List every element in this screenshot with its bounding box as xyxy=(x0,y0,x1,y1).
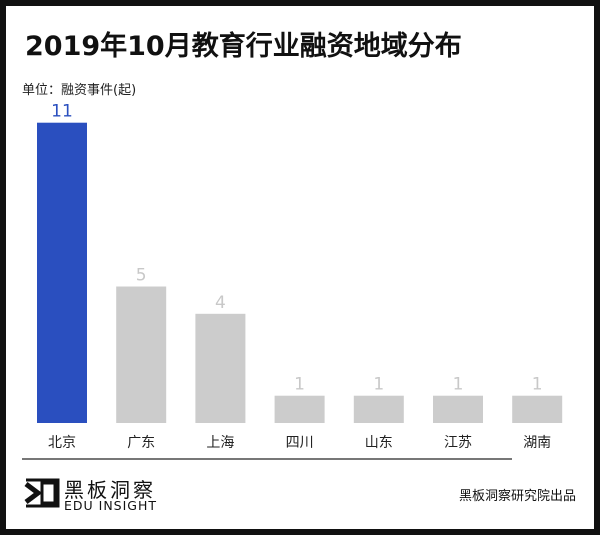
data-label-0: 11 xyxy=(51,102,73,122)
logo-text-cn: 黑板洞察 xyxy=(64,478,156,502)
category-label-4: 山东 xyxy=(365,435,393,451)
edu-insight-logo-icon xyxy=(24,478,60,508)
data-label-4: 1 xyxy=(373,375,384,395)
bar-3 xyxy=(274,395,325,423)
category-label-6: 湖南 xyxy=(523,435,551,451)
data-label-1: 5 xyxy=(136,266,147,286)
unit-label: 单位：融资事件(起) xyxy=(22,83,137,98)
chart-title: 2019年10月教育行业融资地域分布 xyxy=(25,31,462,62)
bar-0 xyxy=(37,122,87,423)
bar-1 xyxy=(116,286,167,423)
category-label-2: 上海 xyxy=(206,435,234,451)
category-label-0: 北京 xyxy=(48,435,76,451)
data-label-3: 1 xyxy=(294,375,305,395)
category-label-3: 四川 xyxy=(286,435,314,451)
logo-text-en: EDU INSIGHT xyxy=(64,498,158,513)
bar-chart: 11 北京 5 广东 4 上海 1 四川 1 山东 1 江苏 1 湖南 xyxy=(37,102,563,451)
bar-5 xyxy=(433,395,483,423)
bar-2 xyxy=(195,313,246,423)
bar-6 xyxy=(512,395,563,423)
category-label-1: 广东 xyxy=(127,435,155,451)
data-label-5: 1 xyxy=(453,375,464,395)
data-label-2: 4 xyxy=(215,293,226,313)
chart-card: 2019年10月教育行业融资地域分布 单位：融资事件(起) 11 北京 5 广东 4 上海… xyxy=(6,6,594,529)
baseline-divider xyxy=(22,458,512,460)
credit-text: 黑板洞察研究院出品 xyxy=(458,489,576,504)
category-label-5: 江苏 xyxy=(444,435,472,451)
bar-4 xyxy=(353,395,404,423)
data-label-6: 1 xyxy=(532,375,543,395)
